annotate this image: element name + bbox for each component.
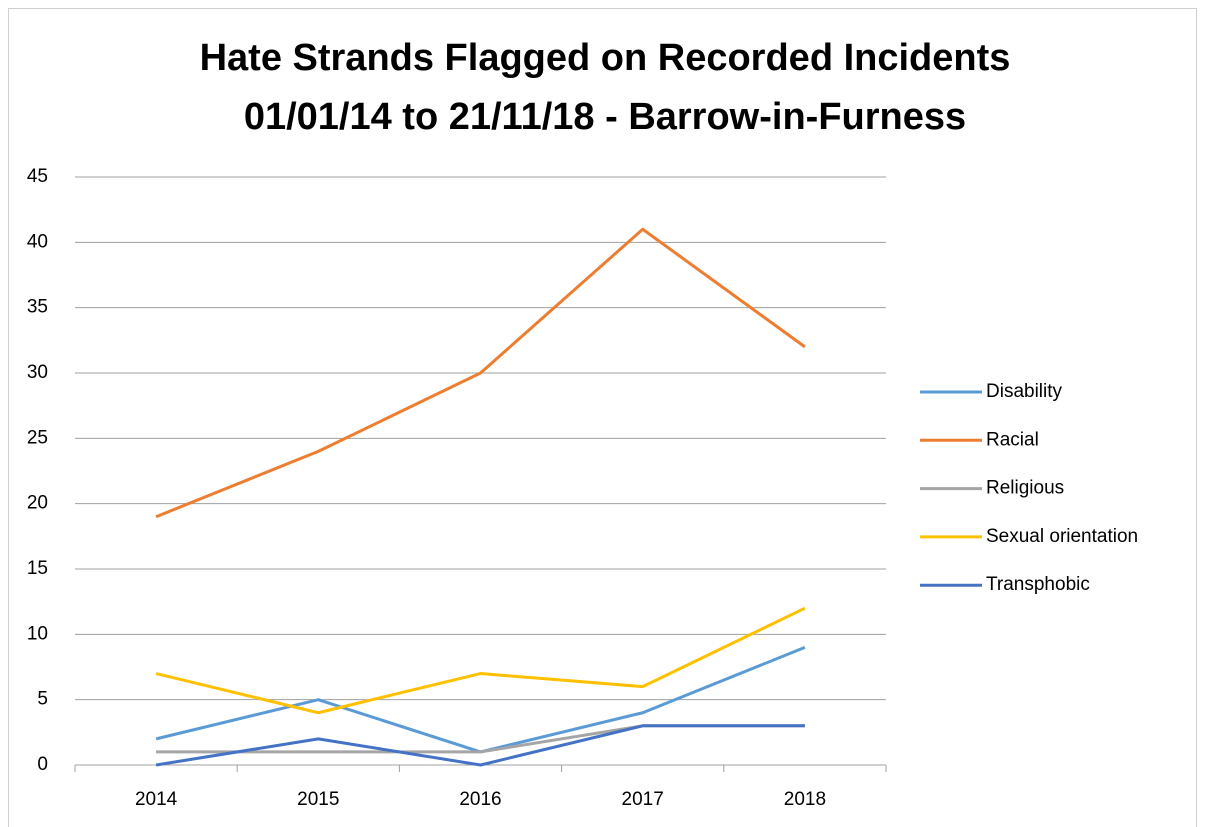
y-tick-label: 25 <box>27 427 48 448</box>
y-tick-label: 20 <box>27 493 48 514</box>
x-tick-label: 2018 <box>784 789 826 810</box>
x-tick-label: 2017 <box>622 789 664 810</box>
y-tick-label: 40 <box>27 231 48 252</box>
series-line <box>155 606 806 715</box>
chart-frame <box>8 8 1197 827</box>
y-tick-label: 5 <box>37 689 48 710</box>
y-tick-label: 15 <box>27 558 48 579</box>
y-tick-label: 0 <box>37 754 48 775</box>
chart-title: Hate Strands Flagged on Recorded Inciden… <box>200 37 1011 79</box>
y-tick-label: 10 <box>27 623 48 644</box>
legend-label: Racial <box>986 429 1039 450</box>
y-tick-label: 30 <box>27 362 48 383</box>
legend-label: Sexual orientation <box>986 526 1138 547</box>
series-line <box>155 227 806 519</box>
legend-label: Disability <box>986 381 1063 402</box>
legend-label: Religious <box>986 478 1064 499</box>
x-tick-label: 2014 <box>135 789 178 810</box>
legend-label: Transphobic <box>986 574 1090 595</box>
y-tick-label: 45 <box>27 166 48 187</box>
series-line <box>155 724 805 767</box>
x-tick-label: 2015 <box>297 789 339 810</box>
y-tick-label: 35 <box>27 297 48 318</box>
chart-title: 01/01/14 to 21/11/18 - Barrow-in-Furness <box>244 96 966 138</box>
x-tick-label: 2016 <box>459 789 501 810</box>
